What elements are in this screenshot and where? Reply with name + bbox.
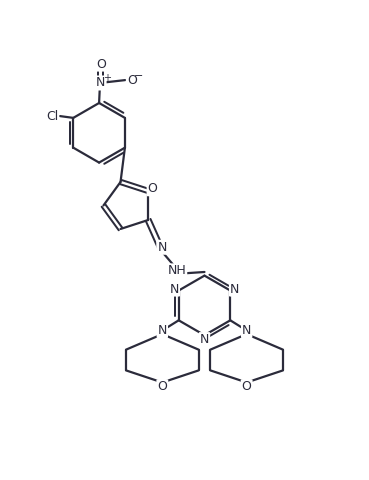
Text: +: + [103, 73, 111, 83]
Text: N: N [242, 324, 251, 337]
Text: O: O [127, 73, 137, 86]
Text: N: N [230, 283, 239, 296]
Text: O: O [148, 182, 158, 195]
Text: O: O [242, 380, 252, 393]
Text: Cl: Cl [46, 109, 58, 122]
Text: −: − [134, 71, 143, 81]
Text: N: N [96, 76, 106, 89]
Text: NH: NH [168, 264, 186, 277]
Text: N: N [200, 333, 209, 346]
Text: O: O [96, 58, 106, 71]
Text: N: N [170, 283, 179, 296]
Text: O: O [158, 380, 167, 393]
Text: N: N [158, 324, 167, 337]
Text: N: N [157, 241, 167, 254]
